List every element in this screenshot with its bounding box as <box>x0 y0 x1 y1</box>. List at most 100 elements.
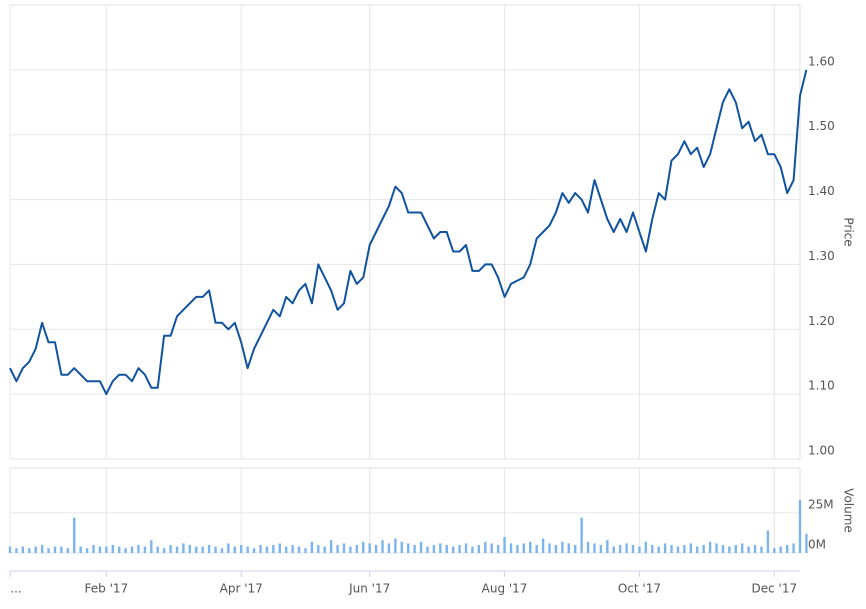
x-tick-label: Feb '17 <box>85 582 129 596</box>
x-tick-label: Jun '17 <box>348 582 390 596</box>
volume-bar <box>638 546 641 553</box>
x-tick-label: Oct '17 <box>618 582 661 596</box>
volume-bar <box>753 544 757 553</box>
volume-bar <box>278 543 281 553</box>
volume-bar <box>265 546 269 553</box>
y-tick-label: 1.10 <box>808 379 835 393</box>
volume-bar <box>631 544 635 553</box>
volume-bar <box>150 540 153 553</box>
volume-bar <box>721 544 725 553</box>
volume-bar <box>548 543 551 553</box>
volume-bar <box>612 546 615 553</box>
volume-bar <box>574 544 577 553</box>
volume-bar <box>240 544 243 553</box>
volume-bar <box>387 543 391 553</box>
volume-bar <box>651 544 654 553</box>
volume-bar <box>374 544 378 553</box>
volume-bar <box>201 546 204 553</box>
volume-bar <box>464 543 468 553</box>
volume-bar <box>413 544 416 553</box>
volume-bar <box>708 541 712 553</box>
volume-bar <box>516 544 519 553</box>
volume-bar <box>368 543 371 553</box>
volume-bar <box>490 543 493 553</box>
volume-bar <box>34 546 37 553</box>
volume-bar <box>663 543 667 553</box>
volume-bar <box>284 546 288 553</box>
volume-bar <box>496 544 500 553</box>
volume-bar <box>329 540 333 553</box>
volume-bar <box>683 544 686 553</box>
volume-bar <box>567 543 570 553</box>
volume-bar <box>529 541 532 553</box>
volume-bar <box>451 546 455 553</box>
volume-bar <box>8 546 12 553</box>
volume-bar <box>432 544 436 553</box>
volume-bar <box>407 543 410 553</box>
volume-bar <box>214 546 217 553</box>
x-tick-label: Apr '17 <box>220 582 263 596</box>
volume-bar <box>79 546 82 553</box>
volume-bar <box>92 544 95 553</box>
volume-bar <box>689 543 693 553</box>
volume-bar <box>798 500 802 553</box>
volume-bar <box>111 544 114 553</box>
y-tick-label: 1.50 <box>808 119 835 133</box>
volume-bar <box>509 543 513 553</box>
volume-bar <box>323 546 326 553</box>
volume-bar <box>195 546 198 553</box>
pane-frame <box>9 467 801 554</box>
y-tick-label: 1.60 <box>808 54 835 68</box>
volume-bar <box>728 546 731 553</box>
volume-bar <box>439 543 442 553</box>
y-tick-label: 0M <box>808 538 826 552</box>
volume-bar <box>207 544 211 553</box>
volume-bar <box>471 546 474 553</box>
volume-bar <box>805 533 808 553</box>
volume-bar <box>606 540 609 553</box>
volume-bar <box>182 543 185 553</box>
y-tick-label: 1.40 <box>808 184 835 198</box>
volume-bar <box>175 546 179 553</box>
volume-bar <box>124 548 127 553</box>
volume-bar <box>21 546 25 553</box>
volume-bar <box>162 548 166 553</box>
volume-bar <box>246 546 249 553</box>
volume-bar <box>715 543 718 553</box>
volume-bar <box>657 546 660 553</box>
volume-bar <box>15 548 18 553</box>
volume-bar <box>773 548 776 553</box>
y-tick-label: 25M <box>808 497 834 511</box>
price-line <box>9 69 808 396</box>
volume-bar <box>310 541 314 553</box>
volume-bar <box>484 541 487 553</box>
volume-bar <box>477 544 481 553</box>
y-tick-label: 1.30 <box>808 249 835 263</box>
volume-bar <box>426 546 429 553</box>
volume-bar <box>336 544 339 553</box>
volume-bar <box>40 544 44 553</box>
volume-bar <box>779 546 782 553</box>
volume-bar <box>792 543 795 553</box>
volume-bar <box>503 536 506 553</box>
volume-bar <box>53 546 57 553</box>
volume-bar <box>535 544 538 553</box>
volume-bar <box>233 546 236 553</box>
x-tick-label: Dec '17 <box>752 582 798 596</box>
volume-bar <box>60 546 63 553</box>
volume-bar <box>137 544 140 553</box>
volume-bar <box>625 543 628 553</box>
volume-bar <box>599 544 603 553</box>
x-tick-label: ... <box>10 582 21 596</box>
volume-bar <box>586 541 590 553</box>
volume-bar <box>169 544 172 553</box>
volume-bar <box>317 544 320 553</box>
volume-bar <box>98 546 102 553</box>
y-tick-label: 1.20 <box>808 314 835 328</box>
x-tick-label: Aug '17 <box>482 582 528 596</box>
volume-bar <box>297 546 301 553</box>
volume-bar <box>105 546 108 553</box>
volume-bar <box>458 544 461 553</box>
volume-bar <box>342 543 346 553</box>
